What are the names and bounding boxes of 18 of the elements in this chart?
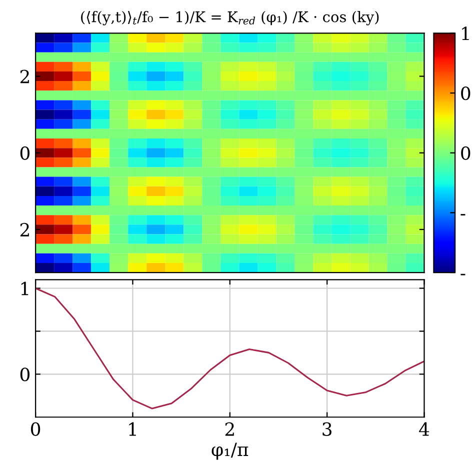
- y-tick-label: 2: [20, 70, 29, 84]
- color-bar-label: 1: [462, 26, 469, 40]
- chart-title: (⟨f(y,t)⟩$_{t}$/f₀ − 1)/K = K$_{red}$ (φ₁) /K · cos (ky): [81, 10, 379, 26]
- color-bar-label: -: [460, 274, 466, 276]
- y-tick-label: 1: [21, 282, 28, 296]
- y-tick-label: 0: [20, 146, 30, 160]
- y-tick-label: 2: [20, 222, 29, 236]
- color-bar-label: -: [460, 214, 466, 216]
- x-tick-label: 3: [322, 422, 332, 436]
- x-tick-label: 1: [129, 422, 136, 436]
- color-bar-label: 0: [461, 86, 470, 100]
- x-tick-label: 4: [419, 422, 430, 436]
- x-axis-title: φ₁/π: [212, 442, 248, 460]
- color-bar-label: 0: [461, 146, 470, 160]
- x-tick-label: 0: [30, 422, 40, 436]
- y-tick-label: 0: [20, 368, 30, 382]
- x-tick-label: 2: [225, 422, 234, 436]
- line-series: [36, 287, 424, 410]
